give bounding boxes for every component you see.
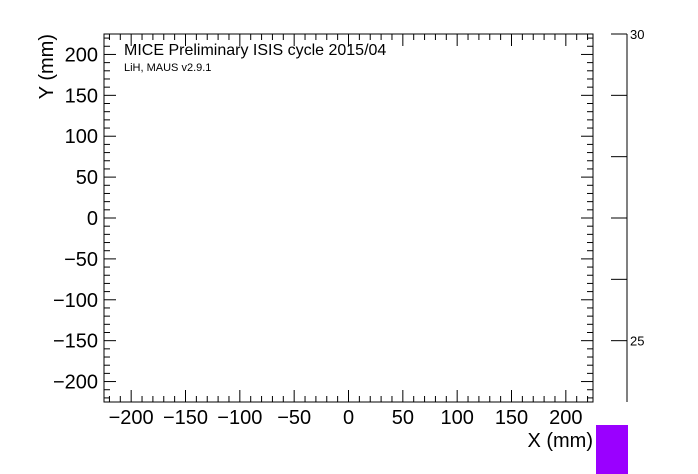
colorbar-label: 30 (630, 27, 644, 42)
y-tick-label: 200 (65, 44, 98, 66)
colorbar-labels: 30 25 (630, 27, 644, 349)
y-tick-label: 50 (76, 167, 98, 189)
x-tick-label: −200 (109, 407, 154, 429)
x-axis-title: X (mm) (527, 430, 593, 452)
x-tick-label: −100 (217, 407, 262, 429)
x-tick-label: −150 (163, 407, 208, 429)
x-axis-tick-labels: −200 −150 −100 −50 0 50 100 150 200 (109, 407, 583, 429)
x-tick-label: 200 (549, 407, 582, 429)
y-tick-label: 150 (65, 85, 98, 107)
y-tick-label: −50 (64, 249, 98, 271)
y-tick-label: −100 (53, 290, 98, 312)
y-axis-tick-labels: −200 −150 −100 −50 0 50 100 150 200 (53, 44, 98, 393)
x-tick-label: 0 (343, 407, 354, 429)
y-tick-label: −150 (53, 331, 98, 353)
y-tick-label: −200 (53, 372, 98, 394)
x-tick-label: 100 (440, 407, 473, 429)
x-tick-label: 150 (495, 407, 528, 429)
y-axis-title: Y (mm) (36, 34, 58, 99)
y-axis-ticks (104, 37, 593, 399)
chart-subtitle: LiH, MAUS v2.9.1 (124, 62, 211, 74)
x-axis-ticks (108, 34, 589, 402)
colorbar-ticks (611, 33, 627, 342)
y-tick-label: 100 (65, 126, 98, 148)
plot-frame (103, 33, 594, 403)
x-tick-label: −50 (277, 407, 311, 429)
colorbar-label: 25 (630, 334, 644, 349)
colorbar-swatch (596, 425, 628, 474)
x-tick-label: 50 (392, 407, 414, 429)
y-tick-label: 0 (87, 208, 98, 230)
chart-title: MICE Preliminary ISIS cycle 2015/04 (124, 42, 386, 59)
